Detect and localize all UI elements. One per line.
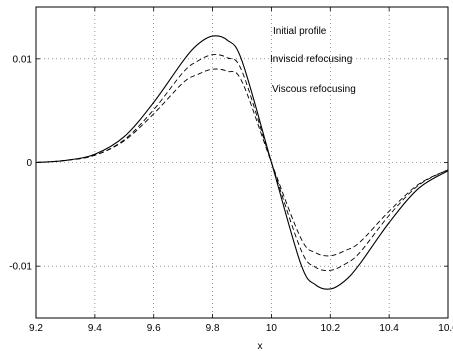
series-line-3 — [35, 68, 449, 257]
plot-frame — [35, 6, 449, 319]
x-tick-label: 10 — [266, 323, 278, 334]
legend: Initial profile Inviscid refocusing Viscou… — [270, 26, 356, 95]
series-lines — [35, 35, 449, 290]
series-line-2 — [35, 54, 449, 271]
x-axis-label: x — [258, 341, 263, 352]
x-tick-label: 9.6 — [147, 323, 161, 334]
series-line-1 — [35, 35, 449, 290]
legend-entry-3: Viscous refocusing — [272, 84, 356, 95]
x-tick-label: 9.2 — [29, 323, 43, 334]
legend-entry-1: Initial profile — [273, 26, 327, 37]
y-tick-label: 0.01 — [13, 54, 33, 65]
y-tick-label: 0 — [26, 158, 32, 169]
y-tick-label: -0.01 — [9, 262, 32, 273]
legend-entry-2: Inviscid refocusing — [270, 54, 352, 65]
x-tick-label: 10.6 — [438, 323, 453, 334]
x-tick-label: 10.2 — [321, 323, 341, 334]
x-tick-label: 9.4 — [88, 323, 102, 334]
ticks: 9.2 9.4 9.6 9.8 10 10.2 10.4 10.6 -0.01 0 0.01 — [9, 7, 453, 334]
x-tick-label: 9.8 — [206, 323, 220, 334]
grid — [36, 7, 448, 318]
x-tick-label: 10.4 — [379, 323, 399, 334]
